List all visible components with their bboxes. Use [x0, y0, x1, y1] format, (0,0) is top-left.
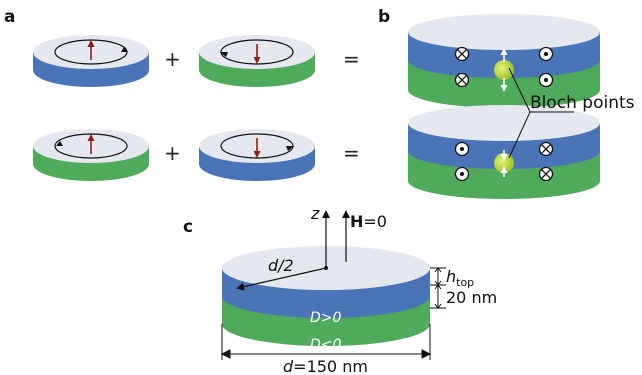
into-plane-icon: [454, 46, 470, 62]
diameter-label: d=150 nm: [283, 357, 368, 375]
panel-label-b: b: [378, 7, 390, 27]
layer-label-top: D>0: [310, 310, 342, 326]
z-axis-label: z: [310, 204, 320, 223]
into-plane-icon: [538, 166, 554, 182]
radius-label: d/2: [268, 256, 294, 275]
diameter-dimension: [220, 324, 432, 360]
h-top-label: htop: [446, 267, 474, 289]
equals-sign: =: [343, 47, 360, 71]
thickness-label: 20 nm: [446, 288, 497, 307]
layer-label-bottom: D<0: [310, 337, 342, 353]
disk-a1-blue: [33, 35, 149, 87]
disk-a2-green: [33, 129, 149, 181]
equals-sign: =: [343, 141, 360, 165]
radius-arrow: [236, 267, 327, 291]
out-of-plane-icon: [454, 166, 470, 182]
bilayer-disk-b2: [408, 105, 600, 199]
field-label: H=0: [350, 212, 387, 231]
circulation-arrow-icon: [220, 52, 228, 57]
into-plane-icon: [538, 141, 554, 157]
into-plane-icon: [454, 72, 470, 88]
plus-sign: +: [164, 141, 181, 165]
panel-label-c: c: [183, 217, 193, 237]
disk-a1-green: [199, 35, 315, 87]
circulation-arrow-icon: [121, 47, 128, 52]
bilayer-disk-b1: [408, 14, 600, 108]
bilayer-disk-c: [222, 246, 430, 346]
callout-leader-line: [508, 67, 574, 159]
circulation-arrow-icon: [56, 141, 63, 146]
bloch-points-label: Bloch points: [530, 93, 635, 113]
thickness-dimension: [430, 267, 446, 309]
out-of-plane-icon: [538, 46, 554, 62]
bloch-point-marker: [494, 60, 514, 80]
out-of-plane-icon: [454, 141, 470, 157]
disk-a2-blue: [199, 129, 315, 181]
plus-sign: +: [164, 47, 181, 71]
panel-label-a: a: [4, 7, 15, 27]
circulation-arrow-icon: [286, 146, 294, 151]
out-of-plane-icon: [538, 72, 554, 88]
